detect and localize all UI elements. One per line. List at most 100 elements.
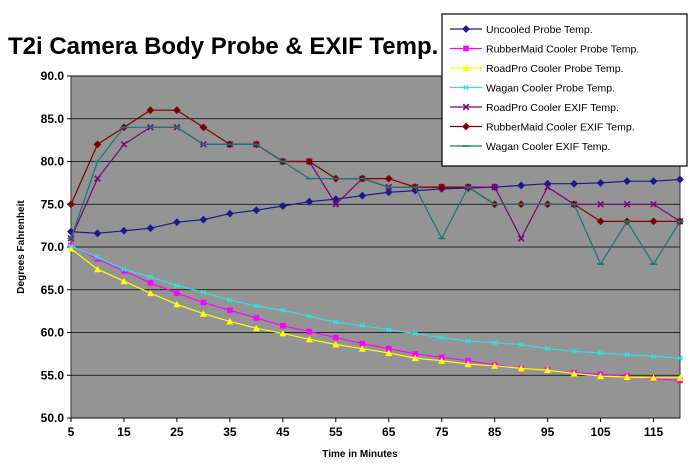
data-point	[253, 303, 260, 309]
y-tick-label: 65.0	[41, 283, 65, 297]
data-point	[359, 340, 366, 347]
data-point	[253, 315, 260, 321]
data-point	[67, 245, 75, 252]
data-point	[94, 256, 101, 262]
data-point	[173, 300, 181, 308]
series-line	[70, 245, 681, 359]
data-point	[597, 200, 604, 208]
data-point	[650, 200, 657, 208]
data-point	[465, 338, 472, 344]
data-point	[173, 106, 181, 115]
y-tick-label: 50.0	[41, 411, 65, 425]
legend-item: RoadPro Cooler EXIF Temp.	[450, 102, 619, 114]
data-point	[332, 200, 340, 208]
y-tick-label: 75.0	[41, 197, 65, 211]
data-point	[146, 106, 155, 115]
legend-label: Wagan Cooler EXIF Temp.	[486, 141, 610, 153]
data-point	[305, 335, 313, 343]
y-tick-label: 85.0	[41, 112, 65, 126]
data-point	[146, 224, 155, 233]
data-point	[305, 157, 314, 166]
data-point	[252, 206, 261, 215]
data-point	[120, 226, 128, 235]
y-tick-label: 60.0	[41, 326, 65, 340]
x-tick-label: 35	[223, 425, 237, 439]
y-tick-label: 55.0	[41, 368, 65, 382]
data-point	[544, 346, 551, 352]
legend-item: RubberMaid Cooler EXIF Temp.	[450, 122, 635, 134]
data-point	[438, 335, 445, 341]
x-tick-label: 105	[591, 425, 611, 439]
legend-marker	[462, 103, 470, 111]
data-point	[412, 351, 419, 357]
data-point	[120, 266, 127, 272]
data-point	[120, 277, 128, 285]
data-point	[676, 175, 684, 184]
series-group	[67, 106, 684, 384]
series-line	[70, 126, 681, 266]
data-point	[597, 350, 604, 356]
x-tick-label: 15	[117, 425, 131, 439]
data-point	[517, 364, 525, 372]
data-point	[280, 322, 286, 329]
data-point	[570, 179, 578, 188]
legend-label: RubberMaid Cooler Probe Temp.	[486, 44, 639, 56]
data-point	[517, 235, 525, 242]
x-tick-label: 95	[541, 425, 555, 439]
y-tick-label: 80.0	[41, 155, 65, 169]
legend-box	[441, 13, 688, 167]
data-point	[491, 340, 498, 346]
legend-label: Uncooled Probe Temp.	[486, 24, 593, 36]
legend-item: Wagan Cooler Probe Temp.	[450, 83, 615, 95]
data-point	[200, 299, 207, 306]
data-point	[305, 197, 314, 206]
x-tick-label: 25	[170, 425, 184, 439]
legend-item: Wagan Cooler EXIF Temp.	[450, 141, 610, 153]
legend: Uncooled Probe Temp. RubberMaid Cooler Pr…	[441, 13, 688, 167]
data-point	[624, 352, 631, 358]
legend-marker	[462, 122, 470, 131]
data-point	[597, 372, 605, 380]
x-tick-label: 45	[276, 425, 290, 439]
data-point	[437, 183, 446, 192]
data-point	[570, 370, 578, 377]
y-axis-ticks: 90.0 85.0 80.0 75.0 70.0 65.0 60.0 55.0 50.0	[41, 69, 71, 425]
legend-marker	[462, 64, 470, 71]
data-point	[252, 324, 260, 332]
data-point	[147, 280, 154, 286]
data-point	[385, 349, 393, 357]
legend-item: RubberMaid Cooler Probe Temp.	[450, 44, 639, 56]
data-point	[623, 200, 631, 208]
data-point	[412, 330, 419, 336]
data-point	[358, 191, 367, 200]
data-point	[278, 202, 287, 210]
data-point	[332, 319, 339, 325]
legend-marker	[463, 45, 469, 52]
legend-label: RubberMaid Cooler EXIF Temp.	[486, 122, 635, 134]
legend-label: RoadPro Cooler EXIF Temp.	[486, 102, 619, 114]
data-point	[676, 374, 684, 381]
series-line	[70, 248, 680, 379]
data-point	[306, 328, 313, 335]
legend-item: RoadPro Cooler Probe Temp.	[450, 63, 624, 75]
data-point	[199, 215, 208, 224]
legend-item: Uncooled Probe Temp.	[450, 24, 593, 36]
data-point	[359, 323, 366, 329]
series-6	[67, 106, 684, 226]
data-point	[146, 289, 154, 297]
x-tick-label: 75	[435, 425, 449, 439]
x-axis-label: Time in Minutes	[322, 449, 398, 460]
data-point	[518, 341, 525, 348]
x-tick-label: 115	[644, 425, 664, 439]
y-tick-label: 70.0	[41, 240, 65, 254]
data-point	[517, 181, 526, 190]
data-point	[650, 374, 658, 381]
data-point	[384, 188, 393, 197]
data-point	[226, 317, 234, 325]
x-tick-label: 85	[488, 425, 502, 439]
data-point	[649, 177, 658, 186]
data-point	[571, 348, 578, 354]
data-point	[199, 310, 207, 317]
data-point	[649, 217, 658, 226]
series-line	[70, 109, 680, 222]
